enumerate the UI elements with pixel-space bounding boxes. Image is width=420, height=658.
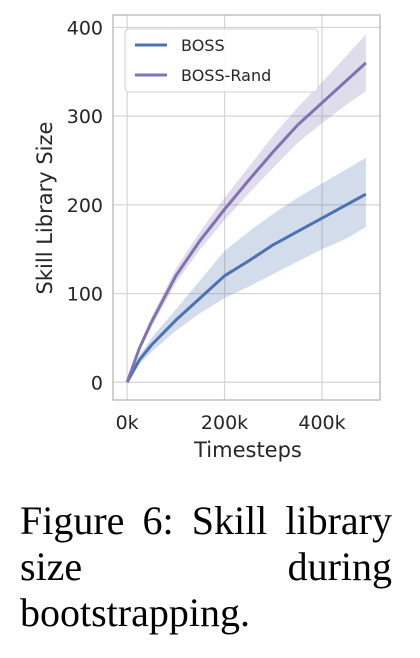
confidence-band bbox=[127, 34, 366, 383]
plot-frame bbox=[112, 14, 381, 401]
line bbox=[125, 192, 367, 383]
confidence-band bbox=[127, 157, 366, 383]
y-tick-label: 100 bbox=[67, 284, 103, 306]
y-tick-label: 400 bbox=[67, 17, 103, 39]
y-tick-label: 200 bbox=[67, 195, 103, 217]
legend-box bbox=[124, 28, 319, 93]
legend-label: BOSS-Rand bbox=[181, 66, 271, 85]
x-axis-label: Timesteps bbox=[193, 438, 302, 462]
caption: Figure 6: Skill library size during boot… bbox=[20, 498, 392, 635]
y-tick-label: 300 bbox=[67, 106, 103, 128]
chart: Timesteps Skill Library Size 0 100 200 300 4… bbox=[33, 14, 381, 462]
y-tick-label: 0 bbox=[91, 372, 103, 394]
line bbox=[125, 61, 367, 383]
x-tick-label: 400k bbox=[298, 412, 345, 434]
x-tick-label: 0k bbox=[116, 412, 139, 434]
legend-label: BOSS bbox=[181, 36, 225, 55]
x-tick-label: 200k bbox=[201, 412, 248, 434]
y-axis-label: Skill Library Size bbox=[33, 122, 57, 295]
